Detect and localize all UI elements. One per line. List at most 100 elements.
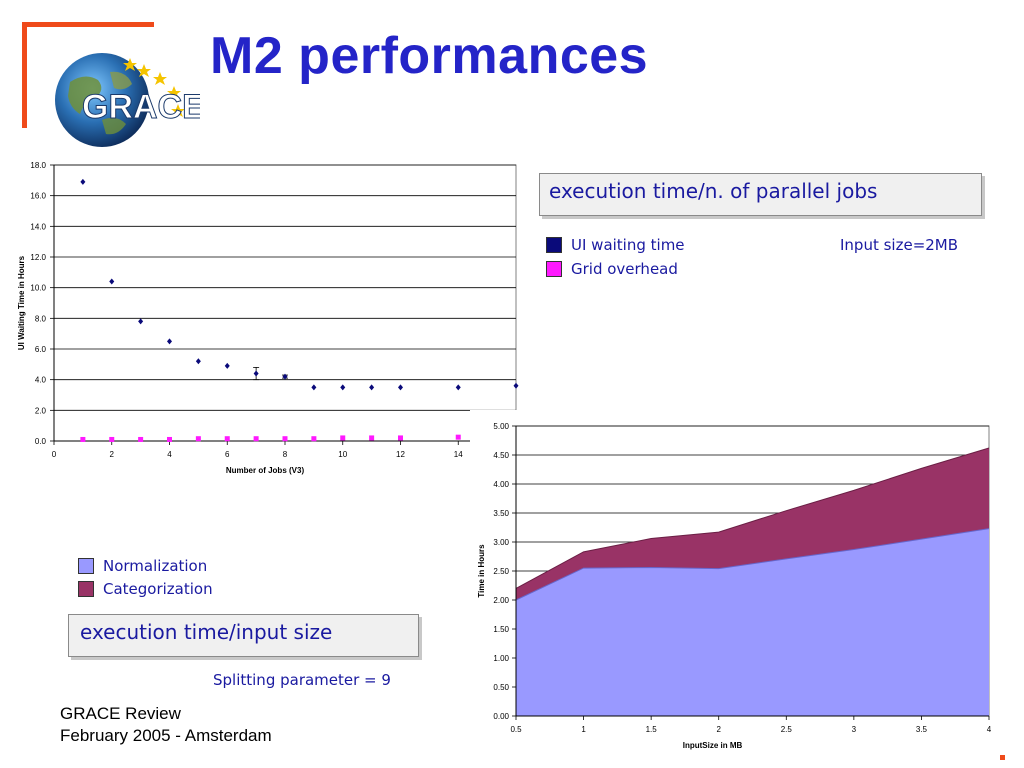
y-tick-label: 3.50 <box>493 509 509 518</box>
y-tick-label: 2.00 <box>493 596 509 605</box>
logo-text: GRACE <box>82 88 200 126</box>
grid-overhead-point <box>195 436 201 442</box>
legend-item-grid-overhead: Grid overhead <box>546 257 685 281</box>
jobs-scatter-chart: 0.0 2.0 4.0 6.0 8.0 10.0 12.0 14.0 16.0 18.0 0 2 4 6 8… <box>17 161 519 475</box>
y-tick-label: 10.0 <box>30 284 46 293</box>
y-tick-label: 4.50 <box>493 451 509 460</box>
y-tick-label: 0.50 <box>493 683 509 692</box>
legend-label: Normalization <box>103 556 208 575</box>
footer-line-1: GRACE Review <box>60 704 181 723</box>
grid-overhead-point <box>455 434 461 440</box>
ui-waiting-point <box>282 373 288 380</box>
x-tick-label: 1 <box>581 725 586 734</box>
x-tick-label: 3 <box>852 725 857 734</box>
ui-waiting-point <box>455 384 461 391</box>
legend-item-normalization: Normalization <box>78 554 213 577</box>
splitting-parameter-note: Splitting parameter = 9 <box>213 671 391 689</box>
ui-waiting-point <box>80 178 86 185</box>
x-tick-label: 4 <box>987 725 992 734</box>
x-axis-label: InputSize in MB <box>683 741 743 750</box>
legend-label: Grid overhead <box>571 260 678 278</box>
y-tick-label: 16.0 <box>30 192 46 201</box>
ui-waiting-point <box>167 338 172 345</box>
ui-waiting-point <box>138 318 144 325</box>
ui-waiting-point <box>513 382 519 389</box>
y-tick-label: 1.50 <box>493 625 509 634</box>
ui-waiting-point <box>195 358 201 365</box>
size-panel-label-text: execution time/input size <box>80 620 333 644</box>
x-tick-label: 2 <box>716 725 721 734</box>
x-tick-label: 1.5 <box>646 725 658 734</box>
y-tick-label: 8.0 <box>35 314 47 323</box>
x-axis-label: Number of Jobs (V3) <box>226 466 305 475</box>
y-tick-label: 5.00 <box>493 422 509 431</box>
x-tick-label: 2.5 <box>781 725 793 734</box>
x-tick-label: 8 <box>283 450 288 459</box>
grid-overhead-point <box>340 435 346 441</box>
inputsize-area-chart: 0.00 0.50 1.00 1.50 2.00 2.50 3.00 3.50 4.00 4.50… <box>470 410 1005 755</box>
legend-label: UI waiting time <box>571 236 685 254</box>
size-panel-label: execution time/input size <box>68 614 419 657</box>
y-tick-label: 12.0 <box>30 253 46 262</box>
grid-overhead-point <box>138 436 144 442</box>
grid-overhead-point <box>398 435 403 441</box>
y-tick-label: 4.0 <box>35 376 47 385</box>
y-tick-label: 14.0 <box>30 222 46 231</box>
grid-overhead-point <box>253 436 259 442</box>
ui-waiting-point <box>224 362 230 369</box>
legend-swatch <box>546 261 562 277</box>
top-left-bracket-vertical <box>22 22 27 128</box>
footer: GRACE Review February 2005 - Amsterdam <box>60 703 272 747</box>
ui-waiting-point <box>398 384 403 391</box>
jobs-panel-label: execution time/n. of parallel jobs <box>539 173 982 216</box>
legend-swatch <box>78 580 94 597</box>
input-size-note: Input size=2MB <box>840 236 959 254</box>
grid-overhead-point <box>311 436 317 442</box>
ui-waiting-point <box>253 370 259 377</box>
y-tick-label: 2.50 <box>493 567 509 576</box>
legend-swatch <box>78 557 94 574</box>
ui-waiting-point <box>369 384 375 391</box>
grid-overhead-point <box>80 436 86 442</box>
footer-line-2: February 2005 - Amsterdam <box>60 726 272 745</box>
ui-waiting-point <box>311 384 317 391</box>
categorization-line <box>515 447 990 589</box>
grid-overhead-point <box>224 436 230 442</box>
top-left-bracket-horizontal <box>22 22 154 27</box>
page-title: M2 performances <box>210 27 649 85</box>
y-tick-label: 18.0 <box>30 161 46 170</box>
size-legend: Normalization Categorization <box>78 554 213 600</box>
jobs-legend: UI waiting time Grid overhead <box>546 233 685 281</box>
grid-overhead-point <box>282 436 288 442</box>
grace-logo: GRACE <box>55 53 200 147</box>
y-tick-label: 4.00 <box>493 480 509 489</box>
x-tick-label: 3.5 <box>916 725 928 734</box>
y-tick-label: 1.00 <box>493 654 509 663</box>
y-tick-label: 6.0 <box>35 345 47 354</box>
y-axis-label: Time in Hours <box>477 544 486 598</box>
legend-swatch <box>546 237 562 253</box>
y-tick-label: 0.00 <box>493 712 509 721</box>
x-tick-label: 12 <box>396 450 405 459</box>
normalization-area <box>516 528 989 716</box>
x-tick-label: 2 <box>110 450 115 459</box>
grid-overhead-point <box>109 436 115 442</box>
y-axis-label: UI Waiting Time in Hours <box>17 255 26 350</box>
x-tick-label: 0.5 <box>510 725 522 734</box>
y-tick-label: 2.0 <box>35 406 47 415</box>
normalization-line <box>515 528 990 601</box>
x-tick-label: 4 <box>167 450 172 459</box>
x-tick-label: 0 <box>52 450 57 459</box>
categorization-area <box>516 448 989 600</box>
grid-overhead-point <box>369 435 375 441</box>
ui-waiting-point <box>109 278 115 285</box>
legend-item-ui-waiting: UI waiting time <box>546 233 685 257</box>
y-tick-label: 0.0 <box>35 437 47 446</box>
grid-overhead-point <box>167 436 172 442</box>
plot-area <box>53 164 517 442</box>
jobs-panel-label-text: execution time/n. of parallel jobs <box>549 179 878 203</box>
x-tick-label: 6 <box>225 450 230 459</box>
legend-item-categorization: Categorization <box>78 577 213 600</box>
x-tick-label: 10 <box>338 450 347 459</box>
ui-waiting-point <box>340 384 346 391</box>
